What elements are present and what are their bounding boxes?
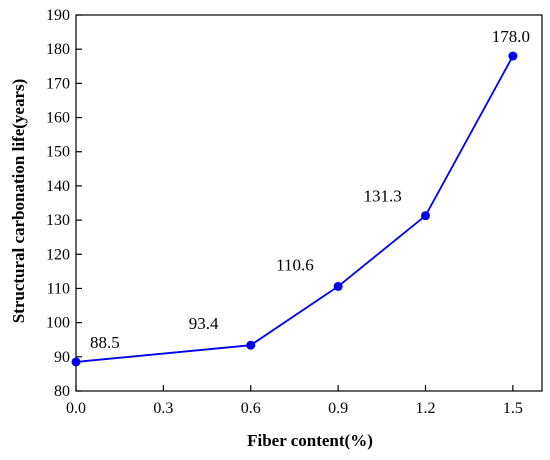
data-label: 110.6 bbox=[276, 255, 314, 274]
data-point bbox=[421, 211, 430, 221]
data-label: 178.0 bbox=[492, 27, 530, 46]
data-label: 88.5 bbox=[90, 333, 120, 352]
data-point bbox=[246, 340, 256, 350]
x-tick-label: 1.2 bbox=[416, 400, 436, 417]
y-tick-label: 90 bbox=[54, 349, 70, 366]
x-tick-label: 0.0 bbox=[66, 400, 86, 417]
ticks: 0.0 0.3 0.6 0.9 1.2 1.5 80 90 100 110 120 130 140 150… bbox=[46, 7, 523, 417]
data-label: 131.3 bbox=[364, 187, 402, 206]
series-line bbox=[75, 55, 514, 363]
data-label: 93.4 bbox=[189, 314, 219, 333]
data-point bbox=[333, 281, 343, 291]
y-tick-label: 120 bbox=[46, 246, 70, 263]
y-tick-label: 150 bbox=[46, 144, 70, 161]
y-axis-title: Structural carbonation life(years) bbox=[9, 79, 28, 324]
y-tick-label: 180 bbox=[46, 41, 70, 58]
x-tick-label: 1.5 bbox=[503, 400, 523, 417]
y-tick-label: 160 bbox=[46, 110, 70, 127]
y-tick-label: 190 bbox=[46, 7, 70, 24]
y-tick-label: 80 bbox=[54, 383, 70, 400]
axes bbox=[75, 14, 543, 392]
series: 88.5 93.4 110.6 131.3 178.0 bbox=[71, 27, 530, 367]
y-tick-label: 140 bbox=[46, 178, 70, 195]
data-point bbox=[508, 51, 518, 61]
data-point bbox=[71, 357, 81, 367]
plot-frame bbox=[75, 14, 543, 392]
y-tick-label: 170 bbox=[46, 75, 70, 92]
x-tick-label: 0.3 bbox=[153, 400, 173, 417]
y-tick-label: 110 bbox=[47, 280, 70, 297]
y-tick-label: 100 bbox=[46, 315, 70, 332]
y-tick-label: 130 bbox=[46, 212, 70, 229]
x-tick-label: 0.6 bbox=[241, 400, 261, 417]
x-axis-title: Fiber content(%) bbox=[247, 431, 373, 450]
x-tick-label: 0.9 bbox=[328, 400, 348, 417]
